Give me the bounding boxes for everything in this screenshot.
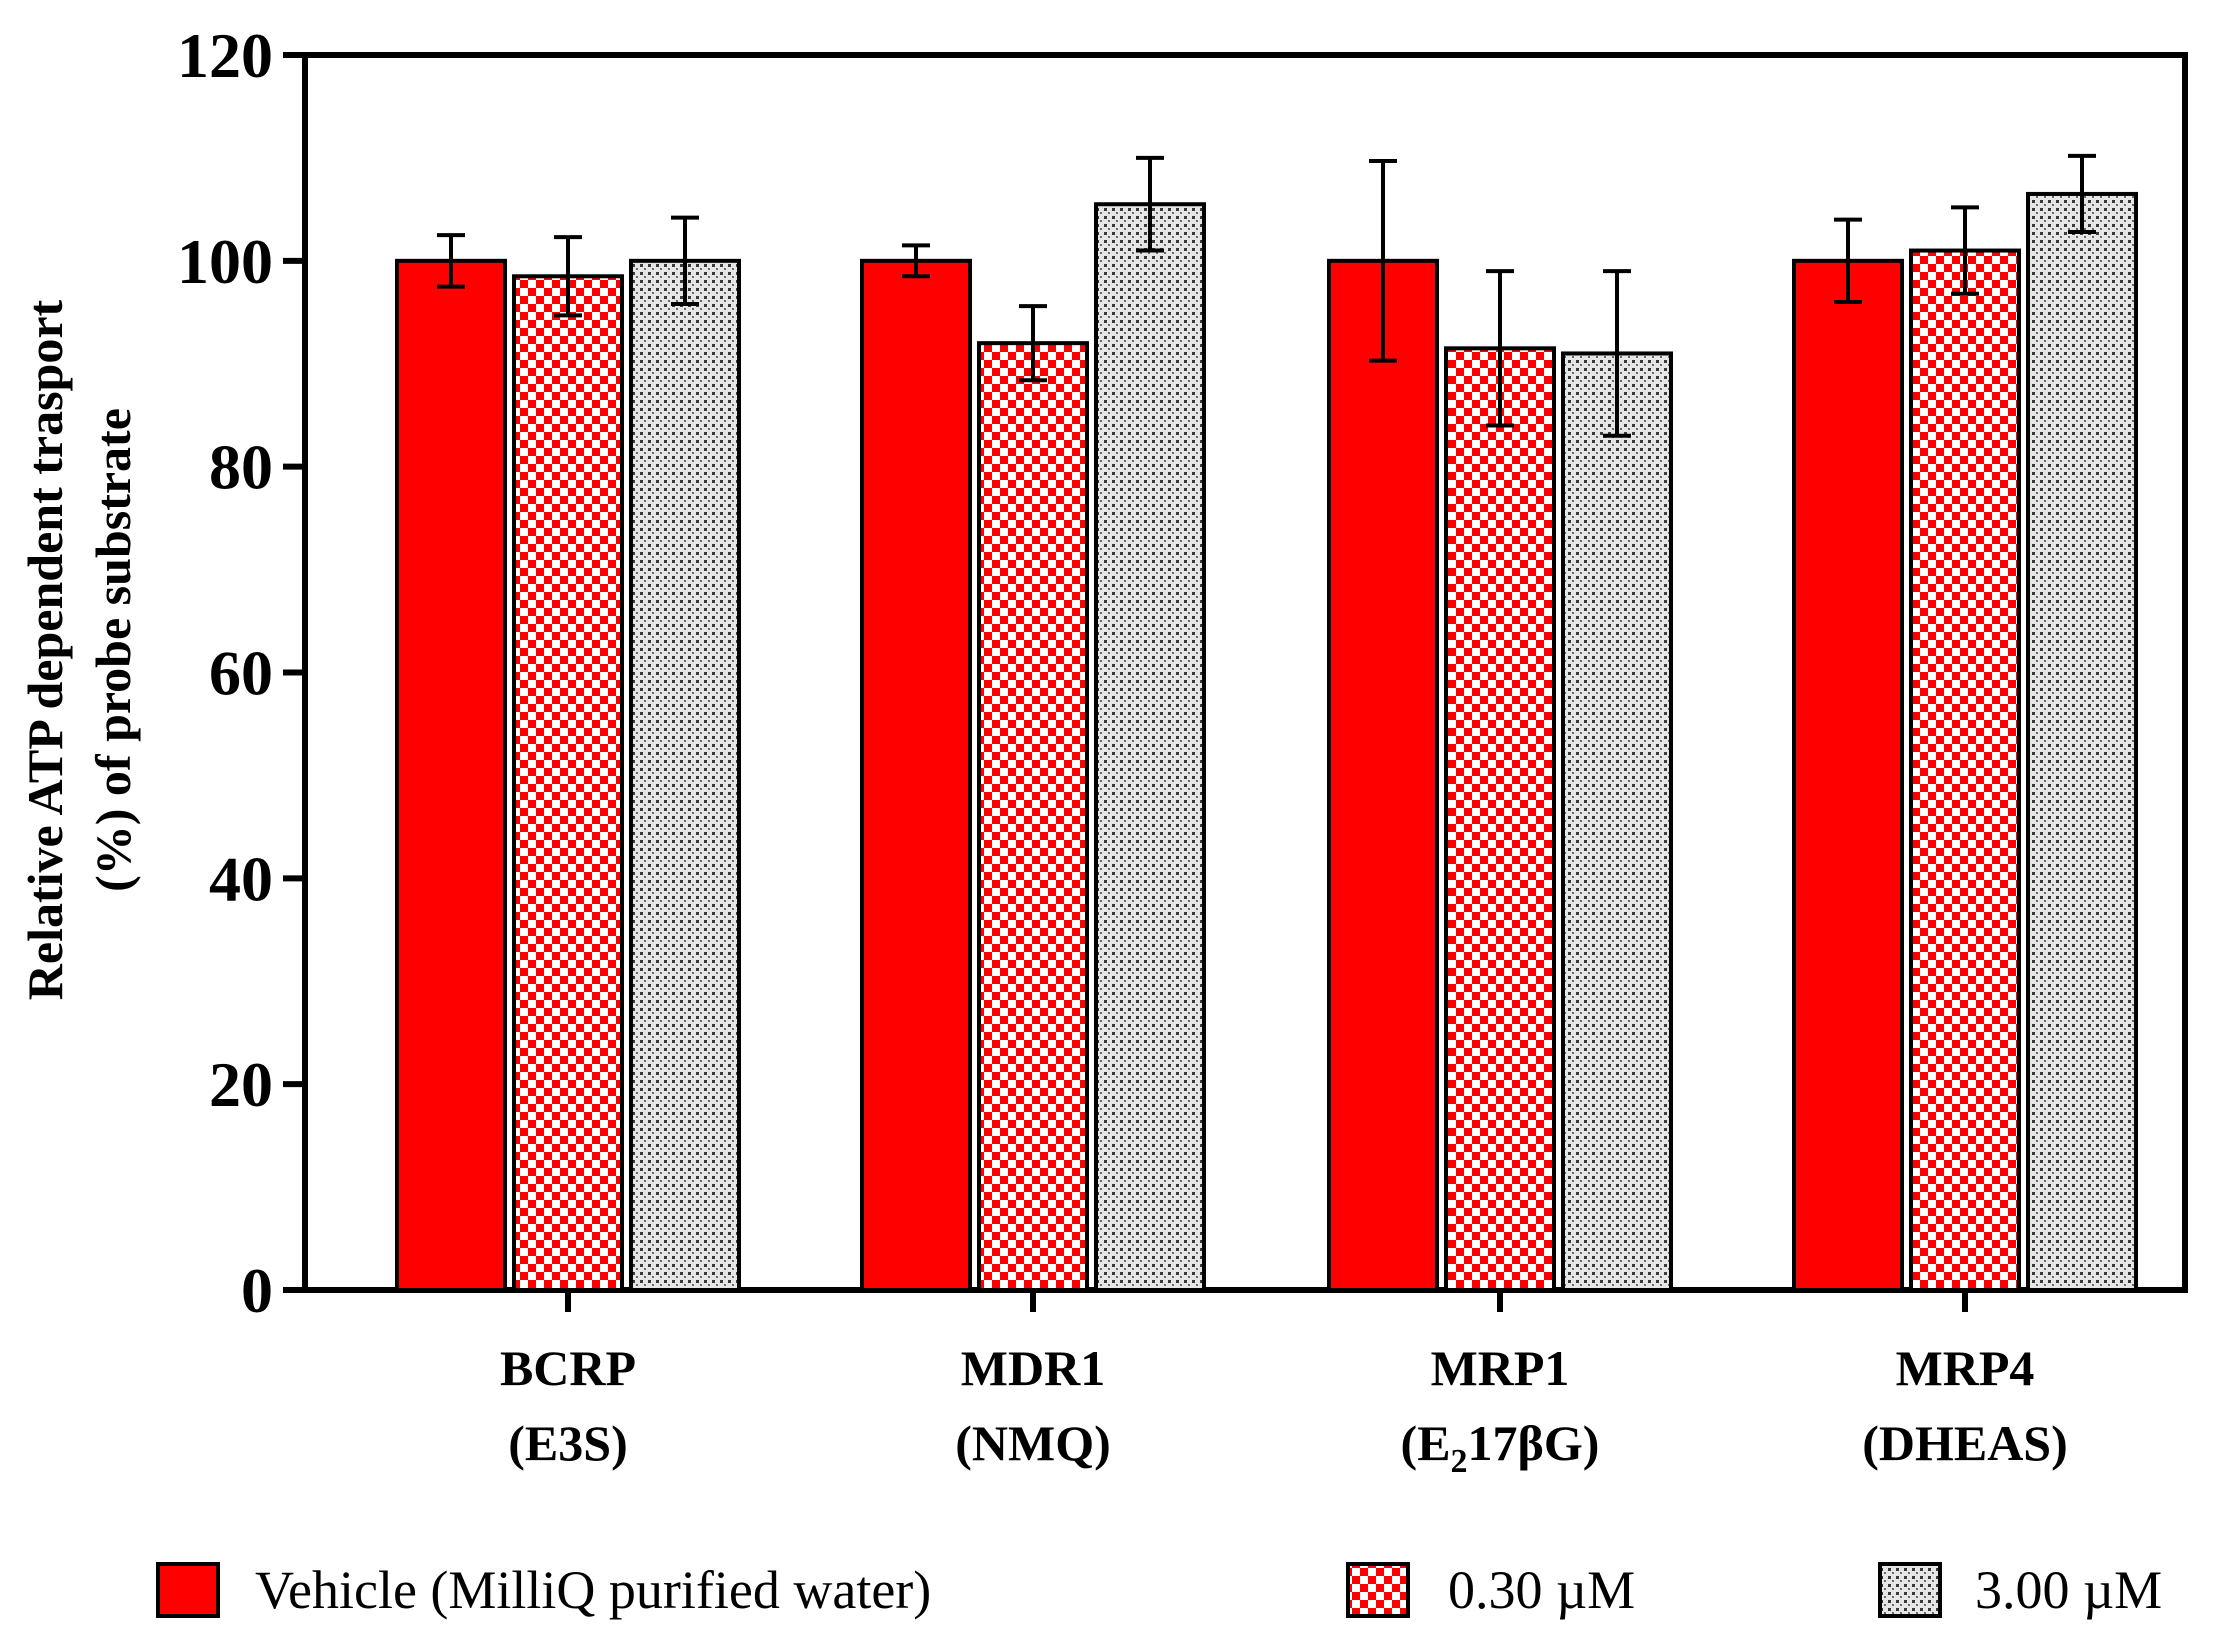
category-label-bcrp: BCRP (500, 1340, 636, 1396)
legend-swatch-vehicle (156, 1562, 220, 1618)
error-bar-mrp4-series-2 (1951, 205, 1979, 296)
y-axis-title-line1: Relative ATP dependent trasport (17, 299, 73, 1000)
category-substrate-bcrp: (E3S) (508, 1415, 627, 1471)
error-bar-mrp1-series-1 (1369, 159, 1397, 363)
y-axis-title-line2: (%) of probe substrate (85, 408, 141, 892)
legend-item-030: 0.30 µM (1346, 1560, 1635, 1620)
error-bar-bcrp-series-1 (437, 233, 465, 289)
error-bar-mrp4-series-1 (1834, 217, 1862, 304)
bar-mrp1-series-2 (1444, 346, 1556, 1292)
error-bar-mrp1-series-2 (1486, 269, 1514, 428)
category-substrate-mdr1: (NMQ) (955, 1415, 1111, 1471)
y-tick-label-20: 20 (209, 1049, 273, 1120)
legend-label-300: 3.00 µM (1975, 1560, 2162, 1620)
bar-mdr1-series-2 (977, 341, 1089, 1292)
bar-bcrp-series-1 (395, 258, 507, 1292)
error-bar-mdr1-series-1 (902, 243, 930, 279)
y-tick-label-80: 80 (209, 432, 273, 503)
y-tick-label-40: 40 (209, 843, 273, 914)
bar-mdr1-series-3 (1094, 202, 1206, 1293)
x-axis: BCRP (E3S) MDR1 (NMQ) MRP1 (E217βG) MRP4 (DHEAS… (500, 1290, 2068, 1480)
error-bar-mrp1-series-3 (1603, 269, 1631, 438)
category-substrate-mrp1: (E217βG) (1401, 1415, 1600, 1480)
y-tick-label-100: 100 (177, 226, 273, 297)
bar-bcrp-series-3 (629, 258, 741, 1292)
error-bar-bcrp-series-2 (554, 235, 582, 318)
legend-item-vehicle: Vehicle (MilliQ purified water) (156, 1560, 931, 1620)
error-bar-mdr1-series-2 (1019, 304, 1047, 383)
bar-mrp4-series-1 (1792, 258, 1904, 1292)
legend: Vehicle (MilliQ purified water) 0.30 µM … (156, 1560, 2162, 1620)
y-tick-label-60: 60 (209, 638, 273, 709)
bar-mrp4-series-3 (2026, 191, 2138, 1292)
legend-swatch-300 (1878, 1562, 1942, 1618)
bar-mrp4-series-2 (1909, 248, 2021, 1293)
bar-mrp1-series-3 (1561, 351, 1673, 1293)
category-label-mdr1: MDR1 (961, 1340, 1105, 1396)
category-label-mrp4: MRP4 (1896, 1340, 2035, 1396)
bar-mdr1-series-1 (860, 258, 972, 1292)
bar-mrp1-series-1 (1327, 258, 1439, 1292)
error-bar-mrp4-series-3 (2068, 153, 2096, 235)
y-tick-label-0: 0 (241, 1255, 273, 1326)
legend-label-vehicle: Vehicle (MilliQ purified water) (255, 1560, 931, 1620)
bar-bcrp-series-2 (512, 274, 624, 1293)
legend-item-300: 3.00 µM (1878, 1560, 2162, 1620)
y-tick-label-120: 120 (177, 20, 273, 91)
category-substrate-mrp4: (DHEAS) (1862, 1415, 2068, 1471)
legend-label-030: 0.30 µM (1448, 1560, 1635, 1620)
legend-swatch-030 (1346, 1562, 1410, 1618)
y-axis: 0 20 40 60 80 100 120 (177, 20, 305, 1326)
bars-layer (395, 153, 2138, 1293)
error-bar-bcrp-series-3 (671, 215, 699, 307)
category-label-mrp1: MRP1 (1431, 1340, 1570, 1396)
error-bar-mdr1-series-3 (1136, 155, 1164, 253)
